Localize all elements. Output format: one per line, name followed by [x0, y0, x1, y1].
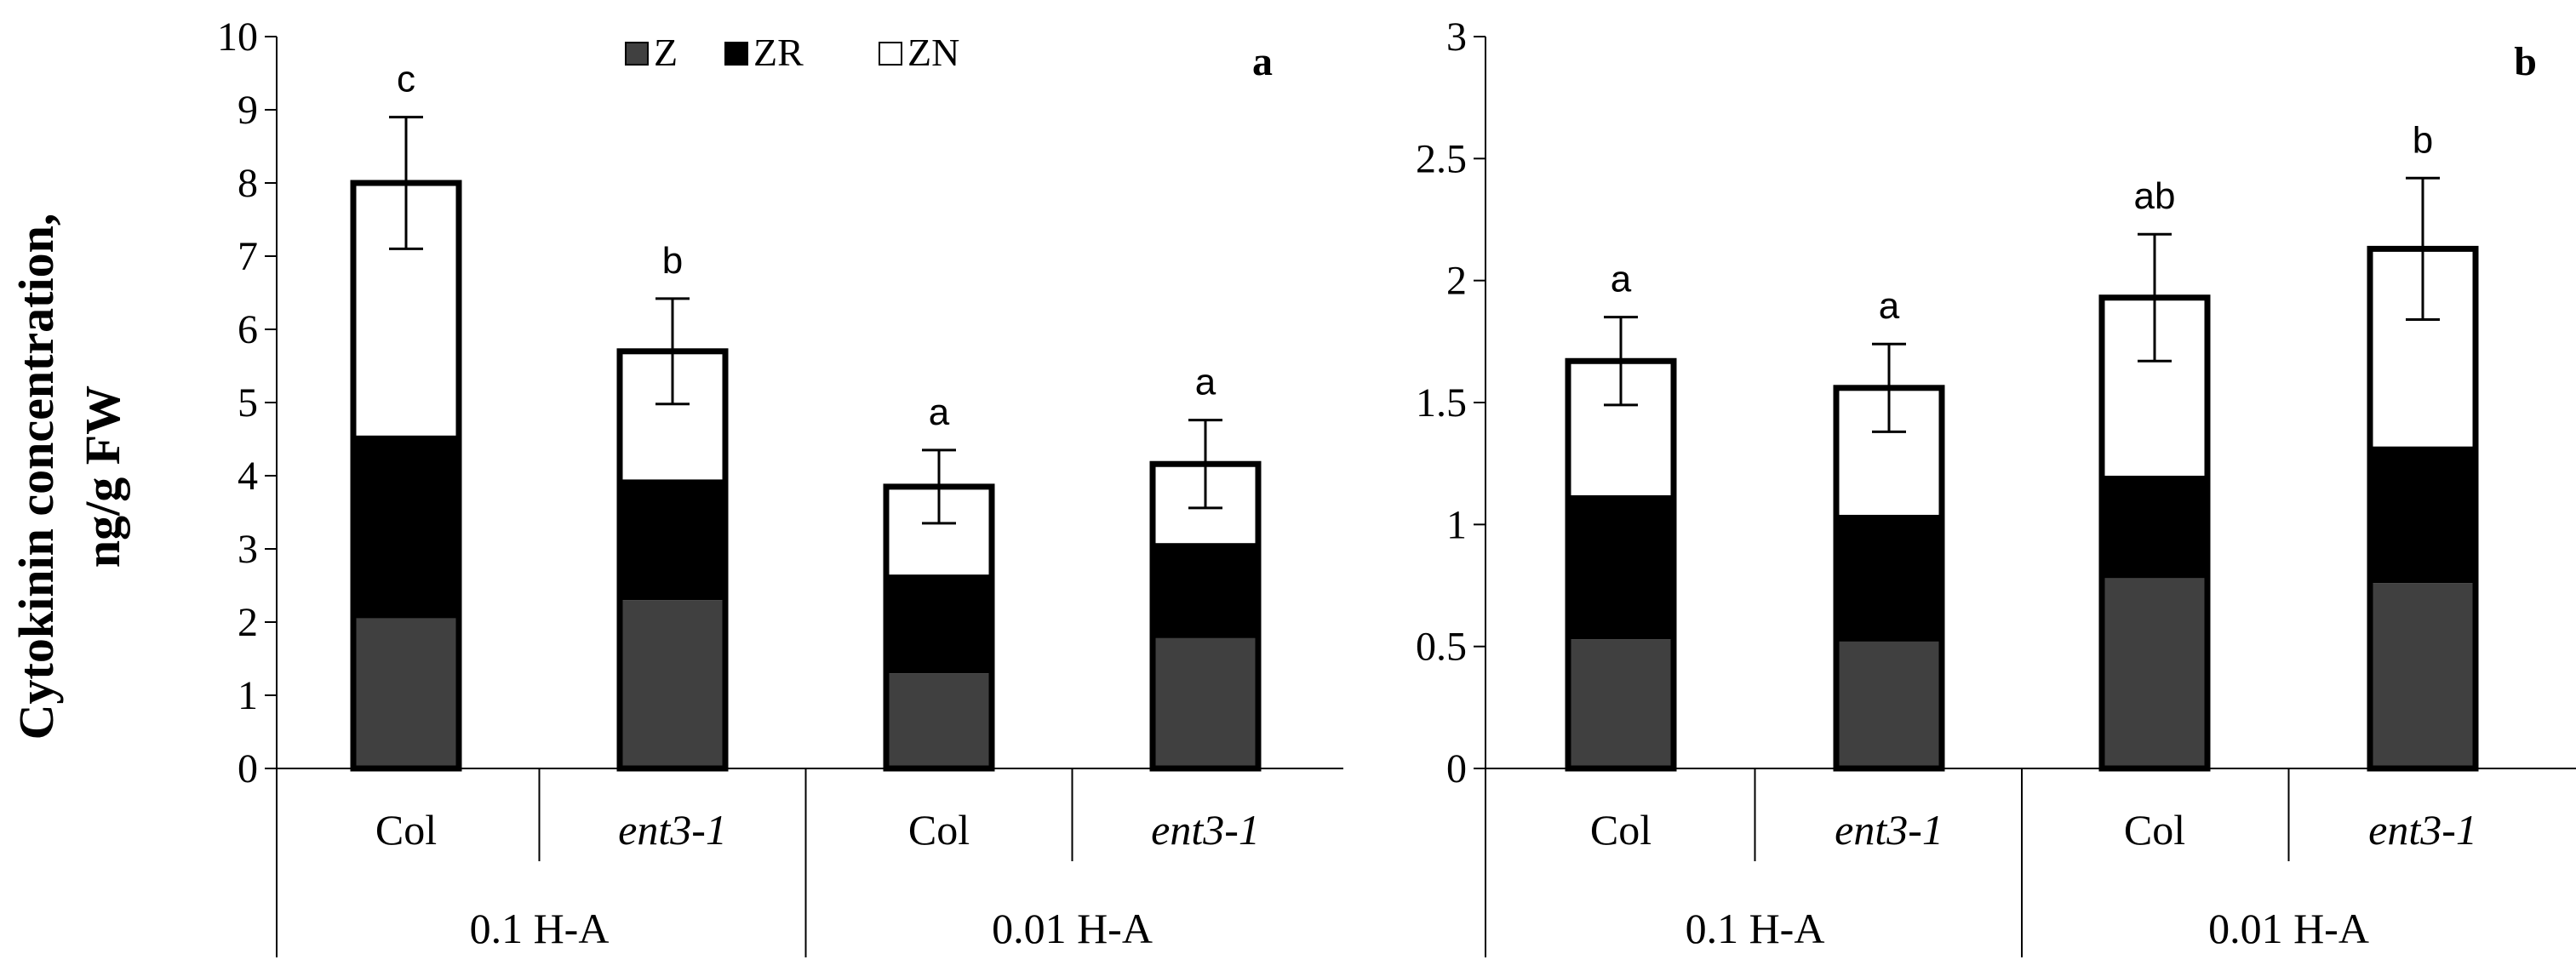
bar-segment-z	[2370, 583, 2476, 768]
bar-segment-z	[620, 600, 725, 768]
legend-label-zr: ZR	[753, 31, 804, 74]
bar-segment-z	[1836, 641, 1942, 768]
y-tick-label: 5	[238, 380, 258, 426]
x-category-label: Col	[375, 806, 437, 854]
bar-segment-zr	[886, 574, 992, 674]
bar-segment-z	[886, 673, 992, 768]
y-tick-label: 2	[1446, 259, 1467, 304]
bar-segment-zr	[1153, 543, 1258, 638]
bar-segment-zr	[1836, 514, 1942, 642]
legend-swatch-zr	[724, 42, 748, 66]
panel-a-chart: 0 1 2 3 4 5 6 7 8 9 10 Col ent3-1 Col ent3-1 0.1 H-A 0.0…	[217, 14, 1343, 957]
bar-segment-zr	[2370, 446, 2476, 584]
x-category-label: Col	[908, 806, 970, 854]
panel-letter-a: a	[1252, 39, 1273, 84]
x-group-label: 0.1 H-A	[470, 905, 610, 952]
significance-label: a	[929, 391, 950, 433]
legend: Z ZR ZN	[625, 31, 959, 74]
y-tick-label: 1	[238, 673, 258, 718]
significance-label: a	[1611, 259, 1632, 300]
y-tick-label: 2	[238, 600, 258, 645]
bar-segment-zr	[353, 435, 459, 619]
y-tick-label: 9	[238, 88, 258, 133]
y-tick-label: 0	[1446, 746, 1467, 791]
y-tick-label: 4	[238, 454, 258, 499]
significance-label: b	[662, 240, 683, 282]
bar-segment-z	[353, 618, 459, 768]
y-tick-label: 8	[238, 161, 258, 206]
bar-segment-zr	[1568, 494, 1674, 640]
x-category-label: Col	[1590, 806, 1652, 854]
bar-segment-z	[1568, 639, 1674, 768]
y-tick-label: 0	[238, 746, 258, 791]
bar-segment-z	[2102, 578, 2207, 768]
significance-label: a	[1879, 285, 1900, 327]
y-tick-label: 2.5	[1416, 136, 1467, 181]
x-category-label: ent3-1	[1835, 806, 1943, 854]
y-tick-label: 3	[1446, 14, 1467, 60]
x-group-label: 0.01 H-A	[992, 905, 1153, 952]
y-axis-title-line1: Cytokinin concentration,	[9, 214, 64, 740]
legend-label-z: Z	[654, 31, 678, 74]
x-category-label: ent3-1	[2368, 806, 2477, 854]
significance-label: b	[2413, 119, 2433, 161]
x-category-label: ent3-1	[1151, 806, 1260, 854]
bar-segment-zr	[620, 479, 725, 601]
y-tick-label: 1.5	[1416, 380, 1467, 426]
significance-label: a	[1195, 362, 1216, 403]
legend-label-zn: ZN	[907, 31, 959, 74]
legend-swatch-z	[625, 42, 649, 66]
significance-label: c	[397, 59, 415, 100]
y-tick-label: 10	[217, 14, 258, 60]
bar-segment-zr	[2102, 476, 2207, 579]
y-tick-label: 3	[238, 527, 258, 572]
x-category-label: Col	[2124, 806, 2185, 854]
x-category-label: ent3-1	[618, 806, 727, 854]
significance-label: ab	[2134, 175, 2176, 217]
x-group-label: 0.01 H-A	[2208, 905, 2369, 952]
y-tick-label: 6	[238, 307, 258, 352]
panel-letter-b: b	[2514, 39, 2537, 84]
bar-segment-z	[1153, 637, 1258, 768]
y-tick-label: 7	[238, 234, 258, 279]
y-tick-label: 1	[1446, 502, 1467, 547]
y-tick-label: 0.5	[1416, 625, 1467, 670]
panel-b-chart: 0 0.5 1 1.5 2 2.5 3 Col ent3-1 Col ent3-1 0.1 H-A 0.…	[1416, 14, 2576, 957]
x-group-label: 0.1 H-A	[1686, 905, 1825, 952]
y-axis-title-line2: ng/g FW	[75, 386, 130, 568]
y-axis-title: Cytokinin concentration, ng/g FW	[9, 214, 130, 740]
legend-swatch-zn	[879, 42, 902, 66]
